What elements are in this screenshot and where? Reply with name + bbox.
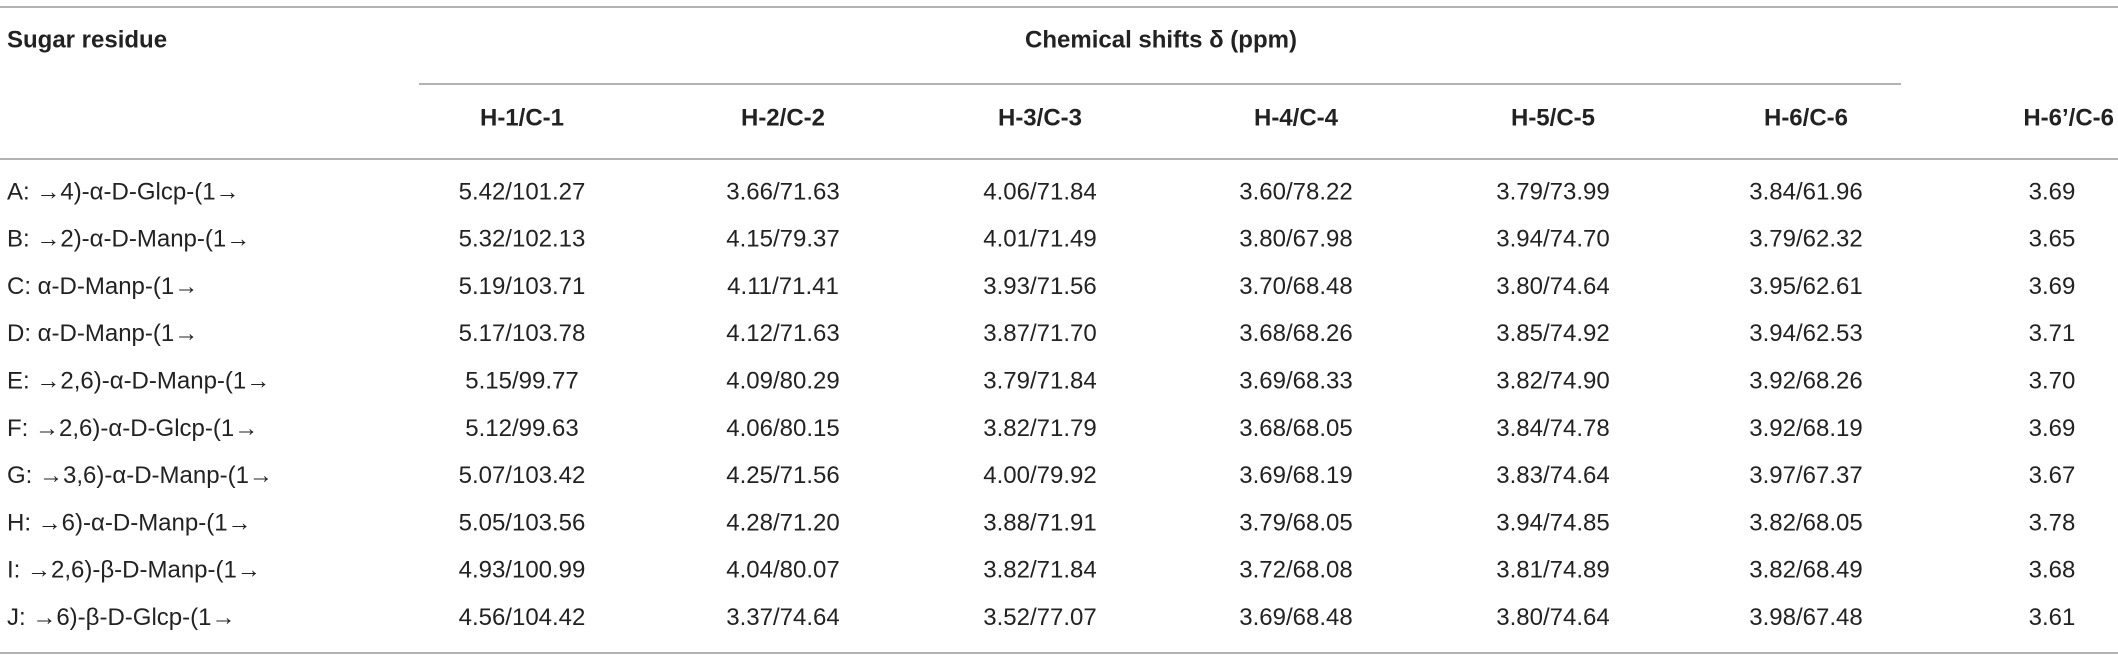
cell: 3.79/73.99 xyxy=(1496,178,1609,205)
cell: 3.93/71.56 xyxy=(983,273,1096,300)
cell: 3.87/71.70 xyxy=(983,320,1096,347)
cell: 3.81/74.89 xyxy=(1496,557,1609,584)
cell: 3.84/74.78 xyxy=(1496,415,1609,442)
cell: 3.71 xyxy=(2029,320,2076,347)
cell: 4.15/79.37 xyxy=(726,226,839,253)
cell: 3.97/67.37 xyxy=(1749,462,1862,489)
cell: 3.68/68.26 xyxy=(1239,320,1352,347)
cell: 3.92/68.26 xyxy=(1749,368,1862,395)
row-label: A: →4)-α-D-Glcp-(1→ xyxy=(7,178,240,205)
row-label: E: →2,6)-α-D-Manp-(1→ xyxy=(7,368,270,395)
cell: 4.01/71.49 xyxy=(983,226,1096,253)
cell: 5.07/103.42 xyxy=(459,462,586,489)
cell: 3.69/68.19 xyxy=(1239,462,1352,489)
cell: 3.78 xyxy=(2029,509,2076,536)
column-header: H-6/C-6 xyxy=(1764,104,1848,131)
column-header: H-4/C-4 xyxy=(1254,104,1339,131)
row-label: G: →3,6)-α-D-Manp-(1→ xyxy=(7,462,273,489)
cell: 4.11/71.41 xyxy=(727,273,839,300)
cell: 3.88/71.91 xyxy=(983,509,1096,536)
cell: 4.00/79.92 xyxy=(983,462,1096,489)
cell: 3.80/74.64 xyxy=(1496,273,1609,300)
cell: 3.85/74.92 xyxy=(1496,320,1609,347)
row-label: D: α-D-Manp-(1→ xyxy=(7,320,198,347)
column-header: H-3/C-3 xyxy=(998,104,1082,131)
row-label: C: α-D-Manp-(1→ xyxy=(7,273,198,300)
cell: 4.12/71.63 xyxy=(726,320,839,347)
cell: 3.94/74.85 xyxy=(1496,509,1609,536)
column-header: H-5/C-5 xyxy=(1511,104,1595,131)
column-header: H-2/C-2 xyxy=(741,104,825,131)
cell: 3.84/61.96 xyxy=(1749,178,1862,205)
cell: 4.25/71.56 xyxy=(726,462,839,489)
column-header: H-6’/C-6 xyxy=(2023,104,2114,131)
cell: 3.69/68.33 xyxy=(1239,368,1352,395)
cell: 3.83/74.64 xyxy=(1496,462,1609,489)
cell: 3.65 xyxy=(2029,226,2076,253)
cell: 3.61 xyxy=(2029,604,2076,631)
cell: 5.32/102.13 xyxy=(459,226,586,253)
cell: 3.37/74.64 xyxy=(726,604,839,631)
cell: 3.82/68.05 xyxy=(1749,509,1862,536)
row-label: F: →2,6)-α-D-Glcp-(1→ xyxy=(7,415,258,442)
cell: 3.80/74.64 xyxy=(1496,604,1609,631)
cell: 3.69/68.48 xyxy=(1239,604,1352,631)
cell: 3.80/67.98 xyxy=(1239,226,1352,253)
group-header: Chemical shifts δ (ppm) xyxy=(1025,26,1297,53)
cell: 3.98/67.48 xyxy=(1749,604,1862,631)
cell: 5.19/103.71 xyxy=(459,273,586,300)
cell: 3.92/68.19 xyxy=(1749,415,1862,442)
cell: 3.69 xyxy=(2029,415,2076,442)
cell: 3.69 xyxy=(2029,178,2076,205)
cell: 3.66/71.63 xyxy=(726,178,839,205)
cell: 5.12/99.63 xyxy=(465,415,578,442)
cell: 3.94/62.53 xyxy=(1749,320,1862,347)
cell: 4.93/100.99 xyxy=(459,557,586,584)
cell: 3.52/77.07 xyxy=(983,604,1096,631)
cell: 3.68 xyxy=(2029,557,2076,584)
cell: 3.72/68.08 xyxy=(1239,557,1352,584)
cell: 3.95/62.61 xyxy=(1749,273,1862,300)
row-label: B: →2)-α-D-Manp-(1→ xyxy=(7,226,250,253)
cell: 4.06/80.15 xyxy=(726,415,839,442)
cell: 3.82/71.79 xyxy=(983,415,1096,442)
cell: 5.42/101.27 xyxy=(459,178,586,205)
cell: 4.09/80.29 xyxy=(726,368,839,395)
cell: 4.56/104.42 xyxy=(459,604,586,631)
cell: 5.05/103.56 xyxy=(459,509,586,536)
cell: 3.60/78.22 xyxy=(1239,178,1352,205)
cell: 3.70/68.48 xyxy=(1239,273,1352,300)
cell: 3.68/68.05 xyxy=(1239,415,1352,442)
cell: 3.82/68.49 xyxy=(1749,557,1862,584)
cell: 3.70 xyxy=(2029,368,2076,395)
cell: 5.17/103.78 xyxy=(459,320,586,347)
column-header: H-1/C-1 xyxy=(480,104,564,131)
cell: 3.79/71.84 xyxy=(983,368,1096,395)
cell: 4.06/71.84 xyxy=(983,178,1096,205)
cell: 3.67 xyxy=(2029,462,2076,489)
cell: 3.82/74.90 xyxy=(1496,368,1609,395)
cell: 3.94/74.70 xyxy=(1496,226,1609,253)
cell: 5.15/99.77 xyxy=(465,368,578,395)
row-label: I: →2,6)-β-D-Manp-(1→ xyxy=(7,557,261,584)
cell: 3.79/62.32 xyxy=(1749,226,1862,253)
stub-header: Sugar residue xyxy=(7,26,167,53)
cell: 3.69 xyxy=(2029,273,2076,300)
row-label: H: →6)-α-D-Manp-(1→ xyxy=(7,509,252,536)
row-label: J: →6)-β-D-Glcp-(1→ xyxy=(7,604,235,631)
cell: 3.82/71.84 xyxy=(983,557,1096,584)
cell: 4.28/71.20 xyxy=(726,509,839,536)
cell: 4.04/80.07 xyxy=(726,557,839,584)
cell: 3.79/68.05 xyxy=(1239,509,1352,536)
